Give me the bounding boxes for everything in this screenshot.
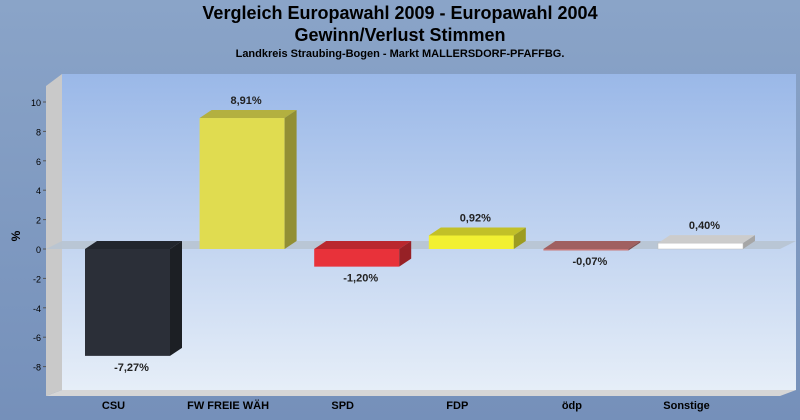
value-label: 0,92% [460, 212, 491, 224]
bar [543, 241, 641, 251]
bars [85, 110, 755, 356]
category-label: FDP [446, 400, 468, 412]
y-tick-label: -8 [33, 363, 41, 373]
y-tick-label: -2 [33, 274, 41, 284]
bar-front [199, 118, 285, 249]
bar-side [513, 227, 526, 249]
bar-front [658, 243, 743, 249]
bar-front [543, 249, 629, 251]
value-label: 8,91% [230, 95, 261, 107]
bar-side [284, 110, 297, 249]
y-tick-label: 2 [36, 216, 41, 226]
category-label: CSU [102, 400, 125, 412]
bar-side [743, 235, 755, 249]
plot-left-wall [46, 74, 62, 396]
y-tick-label: 8 [36, 127, 41, 137]
chart-title-line2: Gewinn/Verlust Stimmen [294, 25, 506, 45]
bar-top [85, 241, 182, 249]
bar-top [543, 241, 641, 249]
bar-side [399, 241, 412, 267]
y-tick-label: 6 [36, 157, 41, 167]
y-axis: 10 8 6 4 2 0 -2 -4 -6 -8 [31, 98, 46, 373]
y-tick-label: -4 [33, 304, 41, 314]
bar-front [428, 235, 514, 249]
bar [85, 241, 182, 356]
value-label: 0,40% [689, 220, 720, 232]
bar [657, 235, 755, 250]
plot-background [62, 74, 796, 390]
y-tick-label: 10 [31, 98, 41, 108]
bar [314, 241, 412, 267]
value-label: -0,07% [572, 256, 607, 268]
labels: -7,27% CSU 8,91% FW FREIE WÄH -1,20% SPD 0,92%… [102, 95, 720, 412]
bar-side [628, 241, 641, 251]
bar-front [85, 249, 170, 356]
bar-top [658, 235, 755, 244]
category-label: SPD [331, 400, 354, 412]
bar-outline [657, 242, 744, 250]
value-label: -7,27% [114, 362, 149, 374]
value-label: -1,20% [343, 273, 378, 285]
chart-title: Vergleich Europawahl 2009 - Europawahl 2… [202, 3, 598, 23]
category-label: Sonstige [663, 400, 709, 412]
bar-top [314, 241, 412, 249]
bar [428, 227, 526, 249]
bar [199, 110, 297, 249]
plot-floor [46, 390, 796, 396]
chart-subtitle: Landkreis Straubing-Bogen - Markt MALLER… [235, 48, 565, 60]
category-label: FW FREIE WÄH [187, 399, 269, 412]
chart-header: Vergleich Europawahl 2009 - Europawahl 2… [0, 2, 800, 62]
bar-top [428, 227, 526, 236]
bar-side [170, 241, 182, 356]
bar-front [314, 249, 400, 267]
category-label: ödp [562, 400, 582, 412]
bar-top [199, 110, 297, 119]
y-tick-label: -6 [33, 333, 41, 343]
y-tick-label: 4 [36, 186, 41, 196]
y-axis-label: % [9, 230, 23, 241]
y-tick-label: 0 [36, 245, 41, 255]
